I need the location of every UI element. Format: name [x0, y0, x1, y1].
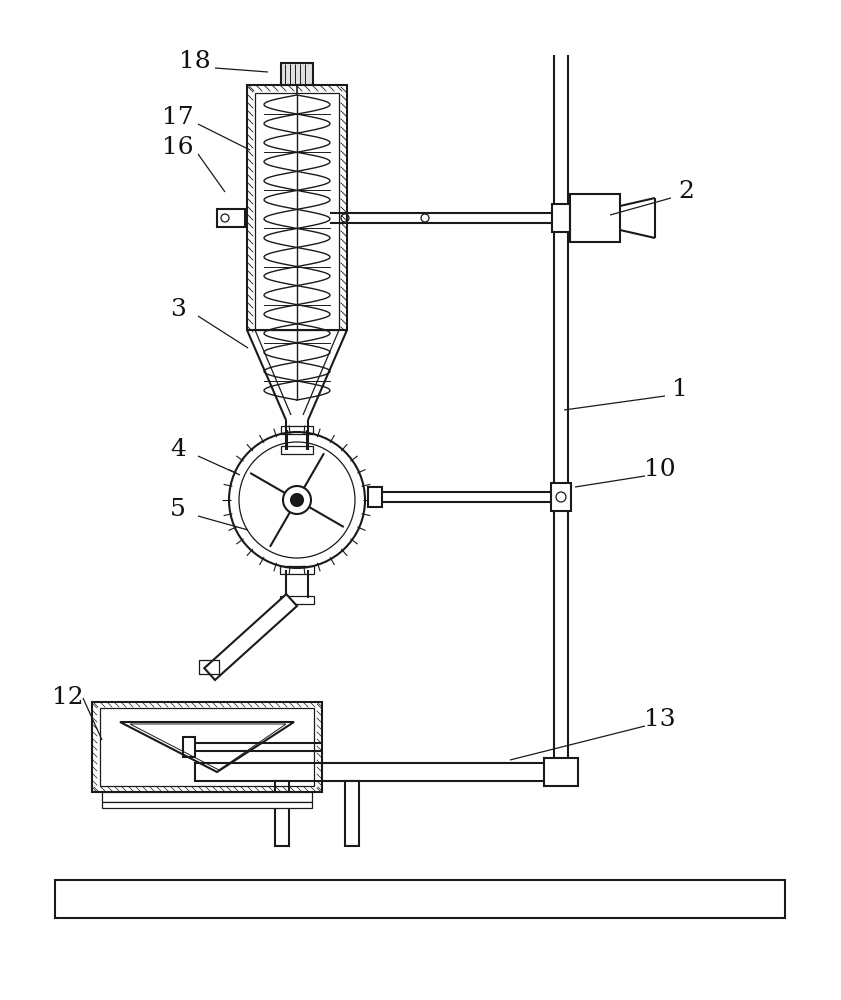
Text: 5: 5 — [170, 498, 186, 522]
Bar — [280, 566, 314, 574]
Bar — [55, 880, 785, 918]
Bar — [552, 204, 570, 232]
Bar — [368, 487, 382, 507]
Bar — [195, 763, 570, 781]
Circle shape — [291, 494, 303, 506]
Text: 3: 3 — [170, 298, 186, 322]
Text: 2: 2 — [678, 180, 694, 204]
Bar — [551, 483, 571, 511]
Text: 4: 4 — [170, 438, 186, 462]
Bar — [544, 758, 578, 786]
Bar — [92, 702, 322, 792]
Bar — [570, 194, 620, 242]
Bar — [102, 792, 312, 802]
Text: 1: 1 — [672, 378, 688, 401]
Bar — [102, 802, 312, 808]
Bar — [281, 446, 313, 454]
Bar — [281, 63, 313, 85]
Text: 13: 13 — [644, 708, 676, 732]
Bar — [280, 596, 314, 604]
Bar — [247, 85, 347, 330]
Bar — [217, 209, 245, 227]
Bar — [255, 93, 339, 330]
Text: 17: 17 — [162, 106, 193, 129]
Bar — [100, 708, 314, 786]
Text: 16: 16 — [162, 136, 193, 159]
Text: 18: 18 — [179, 50, 211, 74]
Bar — [275, 781, 289, 846]
Bar — [199, 660, 220, 674]
Bar — [281, 426, 313, 434]
Polygon shape — [204, 594, 297, 680]
Text: 12: 12 — [52, 686, 84, 710]
Text: 10: 10 — [644, 458, 676, 482]
Bar — [183, 737, 195, 757]
Bar — [345, 781, 359, 846]
